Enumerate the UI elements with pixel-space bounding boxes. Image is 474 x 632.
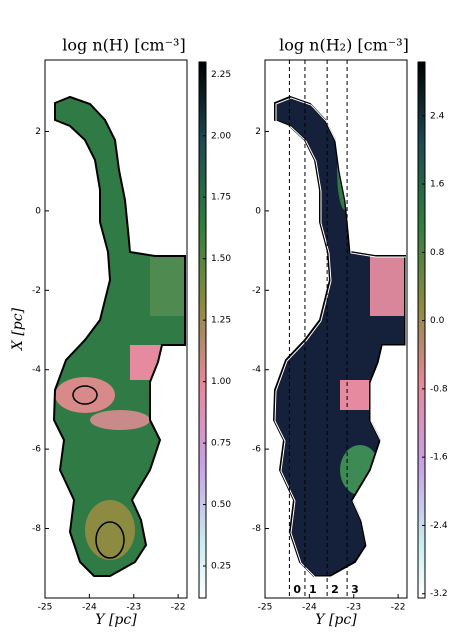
colorbar-tick-label: 1.75 [211,193,231,203]
colorbar-tick-label: 1.50 [211,254,231,264]
colorbar-tick-label: 0.75 [211,439,231,449]
colorbar-tick-label: -0.8 [430,384,448,394]
x-tick-label: -25 [258,603,273,613]
y-tick-label: 2 [35,127,41,137]
colorbar-tick-label: -1.6 [430,453,448,463]
colorbar-tick-label: -2.4 [430,521,448,531]
y-tick-label: -2 [252,286,261,296]
y-axis-label: X [pc] [10,307,26,351]
x-tick-label: -24 [82,603,97,613]
colorbar-tick-label: 0.0 [430,316,445,326]
x-tick-label: -23 [126,603,141,613]
map-left [53,96,186,577]
colorbar-tick-label: 1.25 [211,316,231,326]
chart-title: log n(H) [cm⁻³] [62,36,185,55]
colorbar-tick-label: 2.4 [430,111,445,121]
y-tick-label: -8 [252,524,261,534]
colorbar-tick-label: 0.8 [430,248,445,258]
colorbar-tick-label: 1.6 [430,180,445,190]
colorbar-tick-label: 2.00 [211,131,231,141]
x-tick-label: -23 [346,603,361,613]
plot-frame [44,59,188,599]
colorbar [198,61,207,599]
cut-label: 3 [351,583,359,596]
y-tick-label: -4 [252,365,261,375]
y-tick-label: -6 [252,445,261,455]
plot-frame [264,59,408,599]
map-right [273,96,407,578]
colorbar-tick-label: 1.00 [211,377,231,387]
y-tick-label: 0 [35,206,41,216]
colorbar-tick-label: -3.2 [430,589,448,599]
cut-label: 0 [293,583,301,596]
y-tick-label: 2 [255,127,261,137]
colorbar-tick-label: 0.50 [211,500,231,510]
chart-title: log n(H₂) [cm⁻³] [279,36,409,55]
x-tick-label: -22 [391,603,406,613]
x-tick-label: -25 [38,603,53,613]
x-tick-label: -22 [171,603,186,613]
y-tick-label: 0 [255,206,261,216]
y-tick-label: -6 [32,445,41,455]
y-tick-label: -2 [32,286,41,296]
x-axis-label: Y [pc] [95,612,137,628]
y-tick-label: -8 [32,524,41,534]
x-axis-label: Y [pc] [315,612,357,628]
colorbar-tick-label: 2.25 [211,70,231,80]
colorbar-tick-label: 0.25 [211,562,231,572]
cut-label: 1 [309,583,317,596]
cut-label: 2 [331,583,339,596]
x-tick-label: -24 [302,603,317,613]
colorbar [417,61,426,599]
y-tick-label: -4 [32,365,41,375]
